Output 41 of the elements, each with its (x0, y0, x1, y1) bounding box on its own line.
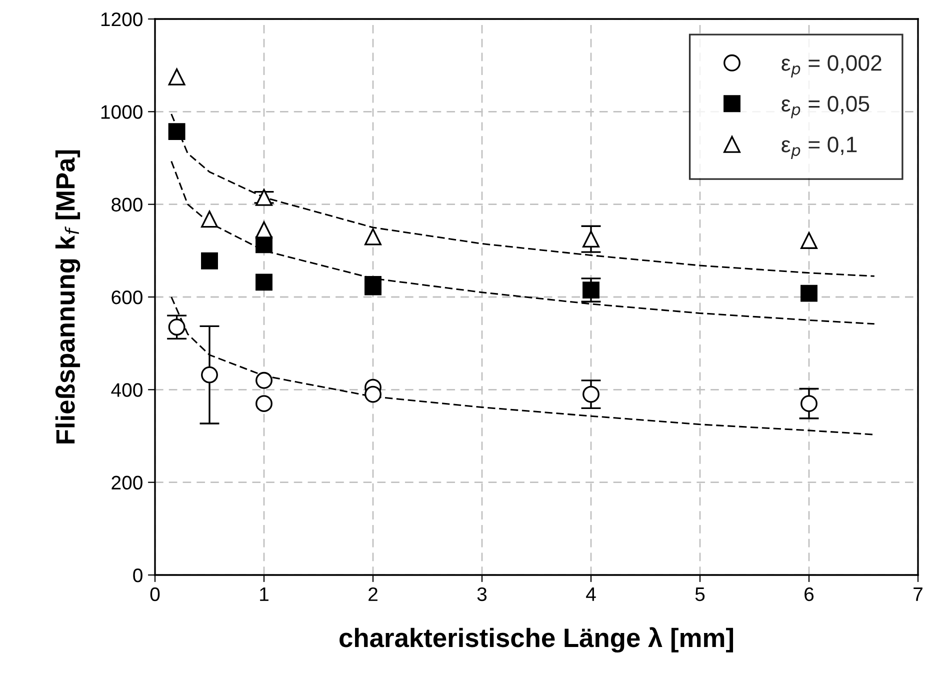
point (364, 278, 382, 296)
point (168, 68, 186, 86)
point (168, 318, 186, 336)
point (168, 123, 186, 140)
point (256, 395, 272, 412)
point (256, 221, 272, 238)
point (201, 210, 218, 228)
legend-label: ε$_{p}$ = 0,002 (782, 55, 882, 78)
legend-label: ε$_{p}$ = 0,1 (782, 136, 857, 160)
point (364, 386, 382, 403)
y-tick-label: 800 (112, 198, 142, 212)
point (800, 232, 818, 249)
x-tick-label: 5 (695, 588, 705, 602)
x-tick-label: 3 (477, 587, 487, 602)
y-tick-label: 0 (133, 568, 142, 582)
y-axis-title: Fließspannung k$_{f}$ [MPa] (55, 150, 80, 444)
y-tick-label: 1000 (101, 105, 142, 119)
point (256, 274, 272, 291)
y-tick-label: 200 (112, 476, 142, 490)
point (800, 284, 818, 302)
x-axis-title: charakteristische Länge λ [mm] (340, 627, 734, 653)
point (201, 366, 218, 384)
x-tick-label: 0 (150, 587, 160, 602)
line-series (170, 160, 876, 325)
x-tick-label: 2 (368, 587, 378, 601)
line-series (170, 296, 876, 436)
y-tick-label: 400 (111, 383, 142, 397)
point (201, 252, 218, 270)
point (582, 282, 600, 299)
x-tick-label: 6 (804, 587, 814, 602)
x-tick-label: 4 (586, 588, 596, 601)
point (256, 372, 272, 389)
point (364, 228, 382, 246)
point (800, 395, 818, 412)
x-tick-label: 1 (260, 588, 268, 601)
point (582, 230, 600, 248)
point (582, 386, 600, 403)
y-tick-label: 600 (112, 290, 142, 304)
x-tick-label: 7 (914, 588, 922, 601)
legend-label: ε$_{p}$ = 0,05 (782, 96, 870, 118)
y-tick-label: 1200 (101, 12, 142, 26)
